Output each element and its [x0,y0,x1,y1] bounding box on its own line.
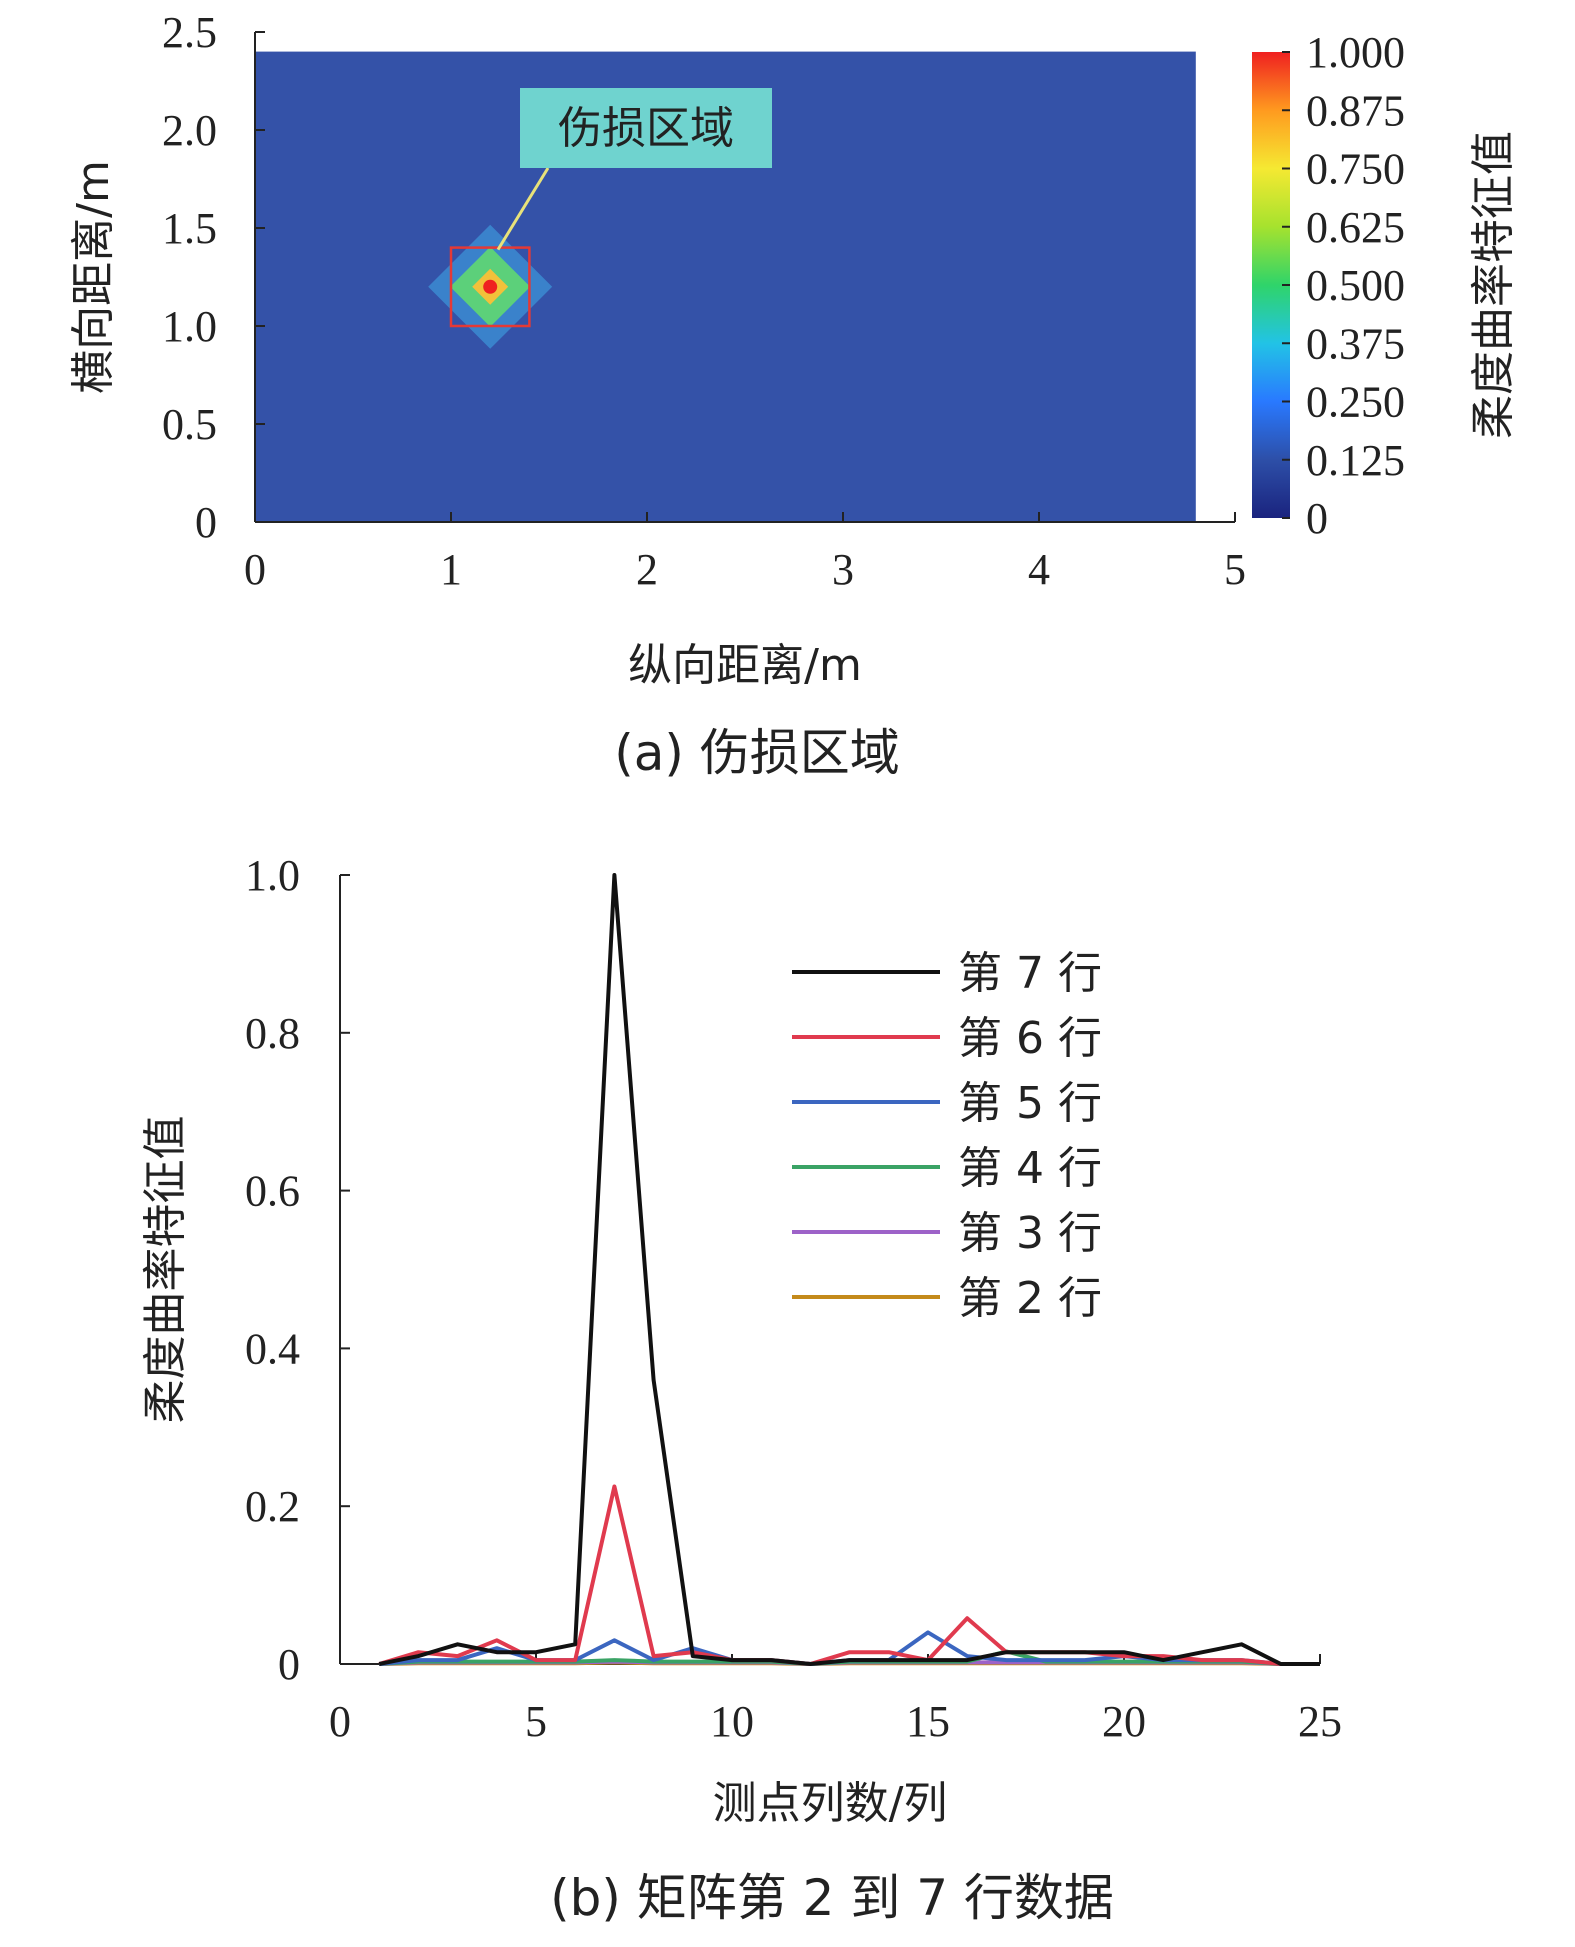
colorbar-tick-label: 0 [1306,494,1328,543]
damage-heatmap-chart: 伤损区域 0 1 2 3 4 500.51.01.52.02.5 00.1250.2500… [68,8,1519,782]
series-line [378,873,1320,1666]
colorbar-tick-label: 0.875 [1306,86,1405,135]
line-chart-x-tick-label: 0 [329,1697,351,1746]
damage-peak-point [483,279,498,294]
line-chart-x-tick-label: 5 [525,1697,547,1746]
series-line [379,1659,1320,1666]
heatmap-x-axis-label: 纵向距离/m [628,640,862,691]
heatmap-y-tick-label: 1.0 [162,302,217,351]
heatmap-y-tick-label: 0 [195,498,217,547]
legend-label: 第 2 行 [958,1273,1102,1324]
line-chart-legend: 第 7 行第 6 行第 5 行第 4 行第 3 行第 2 行 [792,948,1102,1324]
line-chart-x-axis-label: 测点列数/列 [713,1778,948,1829]
series-line [378,1484,1320,1666]
colorbar-ticks: 0 0.125 0.250 0.375 0.500 0.625 0.750 0.875 1.00… [1282,28,1405,543]
colorbar-tick-label: 0.125 [1306,436,1405,485]
damage-highlight-box [449,246,531,328]
line-chart-x-tick-label: 20 [1102,1697,1146,1746]
series-line [379,1660,1320,1666]
heatmap-axes: 0 1 2 3 4 5 0 0.5 1.0 1.5 2.0 2.5 [162,8,1246,594]
colorbar-label: 柔度曲率特征值 [1468,131,1519,439]
heatmap-x-tick-label: 3 [832,545,854,594]
colorbar-tick-label: 0.625 [1306,203,1405,252]
line-chart-y-tick-label: 0.8 [245,1009,300,1058]
heatmap-x-tick-label: 5 [1224,545,1246,594]
line-chart-y-tick-label: 1.0 [245,851,300,900]
heatmap-y-tick-label: 2.5 [162,8,217,57]
colorbar-tick-label: 1.000 [1306,28,1405,77]
heatmap-x-tick-label: 4 [1028,545,1050,594]
line-chart-x-tick-label: 15 [906,1697,950,1746]
heatmap-y-axis-label: 横向距离/m [68,160,119,394]
line-chart-axes: 0 5 10 15 20 25 0 0.2 0.4 0.6 0.8 1.0 [245,851,1342,1746]
line-chart-y-tick-label: 0.2 [245,1482,300,1531]
heatmap-x-tick-label: 0 [244,545,266,594]
colorbar-tick-label: 0.375 [1306,319,1405,368]
heatmap-x-tick-label: 1 [440,545,462,594]
legend-label: 第 5 行 [958,1078,1102,1129]
line-chart-x-tick-label: 25 [1298,1697,1342,1746]
legend-label: 第 4 行 [958,1143,1102,1194]
line-chart-y-tick-label: 0.4 [245,1324,300,1373]
heatmap-x-tick-label: 2 [636,545,658,594]
colorbar-tick-label: 0.250 [1306,378,1405,427]
line-chart-series [378,873,1320,1666]
heatmap-caption: (a) 伤损区域 [614,724,900,782]
heatmap-y-tick-label: 0.5 [162,400,217,449]
annotation-label-box [520,88,772,168]
series-line [379,1630,1320,1666]
legend-label: 第 6 行 [958,1013,1102,1064]
colorbar-tick-label: 0.750 [1306,145,1405,194]
annotation-label: 伤损区域 [558,103,734,154]
heatmap-y-tick-label: 1.5 [162,204,217,253]
line-chart-x-tick-label: 10 [710,1697,754,1746]
line-chart-y-tick-label: 0.6 [245,1167,300,1216]
heatmap-y-tick-label: 2.0 [162,106,217,155]
line-chart-caption: (b) 矩阵第 2 到 7 行数据 [550,1869,1114,1927]
line-chart-y-tick-label: 0 [278,1640,300,1689]
colorbar-tick-label: 0.500 [1306,261,1405,310]
line-chart-y-axis-label: 柔度曲率特征值 [140,1116,191,1424]
legend-label: 第 7 行 [958,948,1102,999]
legend-label: 第 3 行 [958,1208,1102,1259]
series-line [379,1649,1320,1666]
annotation-leader-line [496,167,550,251]
